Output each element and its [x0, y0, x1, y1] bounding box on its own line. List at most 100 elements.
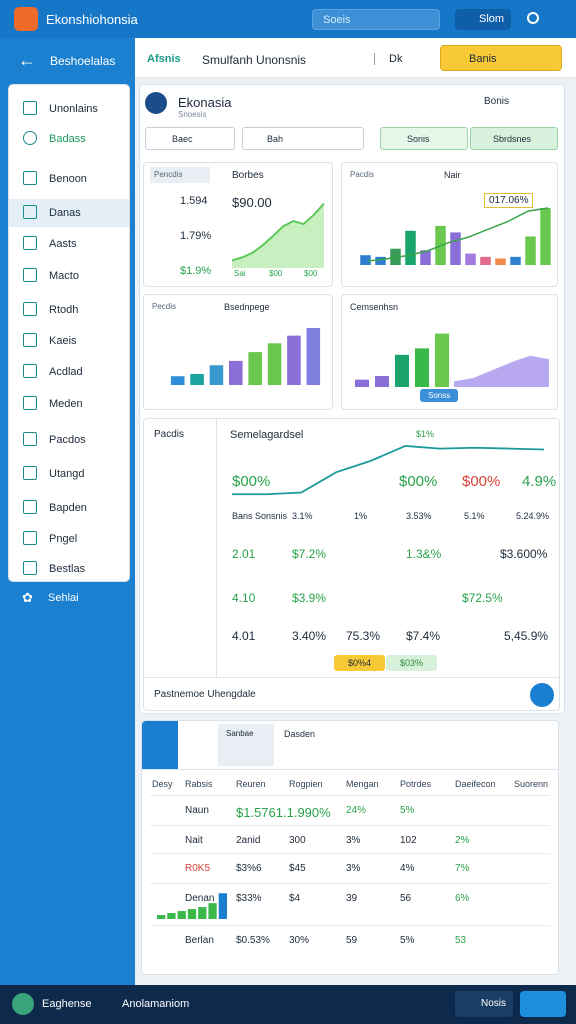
stat: 5.1%: [464, 511, 485, 521]
bar: [208, 903, 217, 919]
user-chip[interactable]: Slom: [455, 9, 511, 30]
cell: $3%6: [236, 863, 262, 874]
nav-item: Kaeis: [49, 335, 77, 347]
filter[interactable]: Baec: [145, 127, 235, 150]
label: Semelagardsel: [230, 429, 304, 441]
bar: [177, 911, 186, 919]
card-header: [150, 167, 210, 183]
column-header: Daeifecon: [455, 779, 496, 789]
sidebar: Unonlains Badass Benoon Danas Aasts Macto Rtod…: [8, 84, 130, 582]
nav-item: Bestlas: [49, 563, 86, 575]
bar: [306, 327, 321, 385]
tab[interactable]: Smulfanh Unonsnis: [202, 53, 307, 67]
bar: [267, 343, 282, 385]
bar: [248, 352, 262, 385]
bar: [510, 256, 521, 265]
cell: 7%: [455, 863, 470, 874]
filter[interactable]: Sonis: [380, 127, 468, 150]
nav-item: Aasts: [49, 238, 77, 250]
search-box[interactable]: Soeis: [312, 9, 440, 30]
label: Sanbae: [226, 729, 254, 738]
stat: $7.4%: [406, 629, 441, 643]
stat: $00%: [399, 473, 438, 490]
bottom-button[interactable]: Nosis: [455, 991, 513, 1017]
back-label: Beshoelalas: [50, 54, 116, 68]
nav-icon: [23, 432, 37, 446]
label: Pacdis: [154, 429, 185, 440]
tab[interactable]: Afsnis: [147, 53, 181, 65]
filter[interactable]: Sbrdsnes: [470, 127, 558, 150]
bar: [450, 232, 461, 265]
label: Pencdis: [154, 170, 183, 179]
cell: Berlan: [185, 935, 214, 946]
nav-item: Bapden: [49, 502, 87, 514]
divider: [144, 677, 559, 678]
axis-label: $00: [269, 269, 283, 278]
column-header: Desy: [152, 779, 173, 789]
chart: [360, 207, 551, 265]
row-line: [150, 925, 550, 926]
nav-item: Meden: [49, 398, 83, 410]
dropdown[interactable]: Dk: [374, 53, 402, 65]
bar: [395, 354, 409, 387]
column-header: Potrdes: [400, 779, 432, 789]
cell: 39: [346, 893, 358, 904]
nav-icon: [23, 364, 37, 378]
stat: $00%: [232, 473, 271, 490]
bar: [167, 913, 176, 919]
panel-subtitle: Snoesis: [178, 110, 207, 119]
axis-label: $00: [304, 269, 318, 278]
icon[interactable]: [527, 12, 539, 24]
cell: 102: [400, 835, 417, 846]
cell: 3%: [346, 863, 361, 874]
cell: 30%: [289, 935, 310, 946]
chart-card: Cemsenhsn Sonss: [341, 294, 558, 410]
stat: $3.9%: [292, 591, 327, 605]
back-arrow[interactable]: ←: [18, 50, 36, 70]
stat: 2.01: [232, 547, 256, 561]
stat: 3.40%: [292, 629, 327, 643]
header-line: [142, 769, 558, 770]
primary-button[interactable]: Banis: [440, 45, 562, 71]
nav-item: Rtodh: [49, 304, 79, 316]
chart: [454, 355, 549, 387]
bottom-button[interactable]: [520, 991, 566, 1017]
row-line: [150, 825, 550, 826]
column-header: Reuren: [236, 779, 266, 789]
nav-item: Danas: [49, 207, 81, 219]
cell: 59: [346, 935, 358, 946]
stat: 75.3%: [346, 629, 381, 643]
label: Bsednpege: [224, 302, 270, 312]
stat: $00%: [462, 473, 501, 490]
cell: Naun: [185, 805, 209, 816]
bar: [355, 379, 369, 387]
nav-icon: [23, 302, 37, 316]
chart: [355, 333, 449, 387]
sidebar-footer[interactable]: Sehlai: [48, 592, 79, 604]
cell: $45: [289, 863, 306, 874]
stat: $7.2%: [292, 547, 327, 561]
line: [232, 445, 545, 496]
logo: [14, 7, 38, 31]
column-header: Mengan: [346, 779, 379, 789]
avatar: [12, 993, 34, 1015]
nav-icon: [23, 500, 37, 514]
nav-item: Utangd: [49, 468, 85, 480]
row-line: [150, 795, 550, 796]
bar: [287, 335, 301, 385]
nav-icon: [23, 466, 37, 480]
chart: [170, 327, 321, 385]
cell: 5%: [400, 935, 415, 946]
nav-icon: [23, 171, 37, 185]
bar: [525, 236, 536, 265]
chip: $03%: [386, 655, 438, 671]
bar: [405, 230, 416, 265]
column-header: Rabsis: [185, 779, 213, 789]
row-line: [150, 883, 550, 884]
panel-action[interactable]: Bonis: [484, 96, 510, 107]
bar: [495, 258, 506, 265]
tab-box: [218, 724, 274, 766]
area: [454, 355, 549, 387]
filter[interactable]: Bah: [242, 127, 364, 150]
